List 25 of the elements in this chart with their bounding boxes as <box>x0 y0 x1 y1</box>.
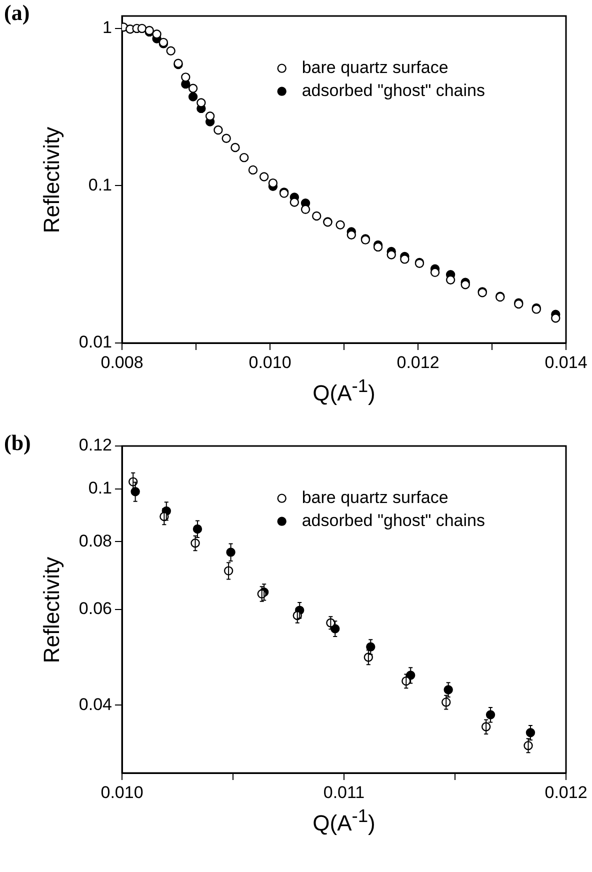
x-axis-title: Q(A$^{-1}$) <box>312 805 376 836</box>
y-axis-title: Reflectivity <box>39 556 65 663</box>
y-tick-label: 0.12 <box>78 436 112 455</box>
x-tick-label: 0.008 <box>100 352 144 372</box>
x-tick-label: 0.012 <box>396 352 440 372</box>
x-tick-label: 0.012 <box>544 782 588 802</box>
y-tick-label: 0.04 <box>78 694 112 714</box>
legend-label: bare quartz surface <box>302 488 448 508</box>
legend-label: adsorbed "ghost" chains <box>302 81 485 100</box>
y-tick-label: 0.08 <box>78 531 112 550</box>
chart-title: (b) <box>4 430 31 456</box>
chart-title: (a) <box>4 0 30 26</box>
legend-label: adsorbed "ghost" chains <box>302 511 485 530</box>
y-tick-label: 0.1 <box>88 175 112 194</box>
legend-label: bare quartz surface <box>302 58 448 78</box>
x-tick-label: 0.010 <box>248 352 292 372</box>
y-axis-title: Reflectivity <box>39 126 65 233</box>
y-tick-label: 0.01 <box>78 332 112 352</box>
x-tick-label: 0.010 <box>100 782 144 802</box>
y-tick-label: 0.1 <box>88 478 112 498</box>
x-axis-title: Q(A$^{-1}$) <box>312 375 376 406</box>
y-tick-label: 1 <box>102 18 112 38</box>
x-tick-label: 0.011 <box>323 782 365 802</box>
x-tick-label: 0.014 <box>544 352 588 372</box>
y-tick-label: 0.06 <box>78 599 112 618</box>
